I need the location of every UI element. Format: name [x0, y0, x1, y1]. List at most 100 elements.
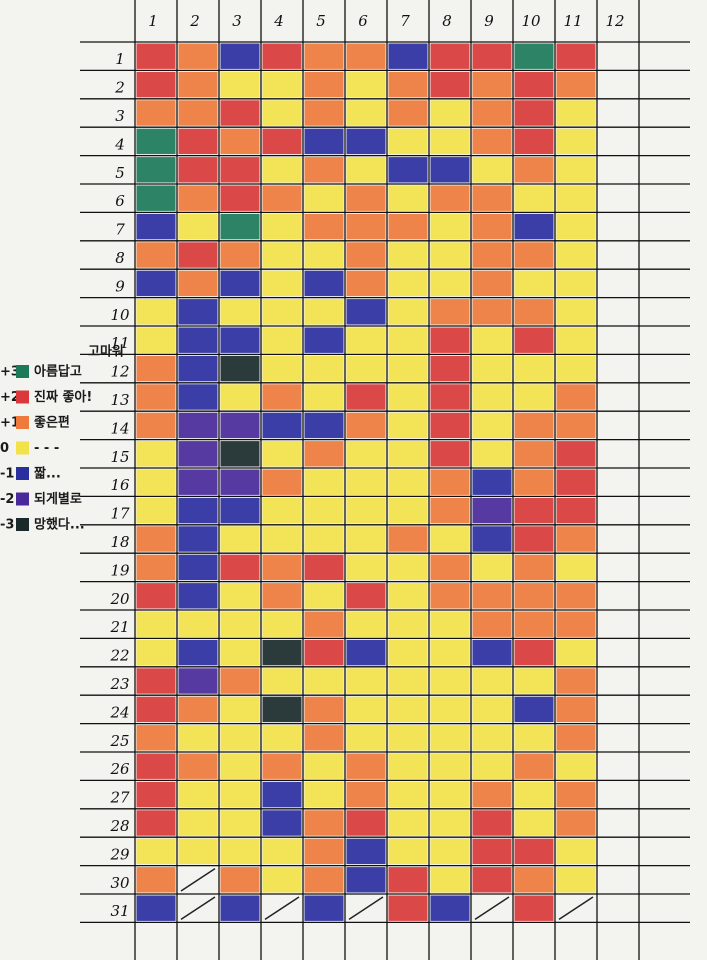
day-cell	[346, 185, 386, 211]
day-cell	[346, 355, 386, 382]
day-cell	[178, 838, 218, 865]
day-cell	[178, 327, 218, 353]
day-cell	[346, 384, 386, 410]
day-cell	[556, 43, 596, 69]
legend-label: 진짜 좋아!	[34, 389, 92, 405]
day-label: 31	[110, 902, 129, 920]
day-cell	[262, 810, 302, 836]
day-label: 2	[114, 79, 125, 97]
day-cell	[472, 242, 512, 268]
day-cell	[136, 810, 176, 836]
day-cell	[178, 696, 218, 723]
day-cell	[346, 753, 386, 779]
day-label: 25	[109, 732, 129, 750]
day-cell	[556, 71, 596, 98]
day-cell	[346, 71, 386, 98]
day-cell	[514, 469, 554, 495]
day-cell	[430, 696, 470, 723]
day-cell	[556, 611, 596, 637]
day-cell	[220, 441, 260, 467]
day-cell	[220, 355, 260, 382]
day-cell	[430, 270, 470, 297]
day-cell	[262, 725, 302, 751]
day-cell	[178, 611, 218, 637]
day-cell	[430, 867, 470, 893]
day-cell	[514, 639, 554, 666]
day-cell	[556, 526, 596, 552]
day-cell	[430, 100, 470, 126]
month-label: 4	[273, 12, 284, 30]
day-cell	[346, 668, 386, 694]
day-cell	[136, 441, 176, 467]
day-cell	[388, 128, 428, 155]
day-cell	[514, 838, 554, 865]
legend-swatch	[16, 518, 29, 531]
day-cell	[220, 469, 260, 495]
day-cell	[514, 242, 554, 268]
month-label: 10	[521, 12, 541, 30]
day-cell	[304, 100, 344, 126]
day-cell	[556, 469, 596, 495]
day-cell	[346, 526, 386, 552]
day-cell	[136, 753, 176, 779]
day-cell	[514, 895, 554, 921]
day-cell	[136, 611, 176, 637]
day-cell	[220, 242, 260, 268]
day-cell	[346, 583, 386, 609]
day-cell	[220, 128, 260, 155]
day-cell	[220, 526, 260, 552]
day-label: 1	[115, 50, 125, 68]
day-cell	[472, 554, 512, 581]
day-cell	[346, 213, 386, 240]
day-cell	[430, 384, 470, 410]
day-cell	[136, 185, 176, 211]
day-cell	[220, 838, 260, 865]
day-cell	[136, 270, 176, 297]
day-cell	[556, 554, 596, 581]
legend-label: 아름답고	[34, 364, 82, 380]
day-cell	[220, 412, 260, 439]
day-cell	[388, 71, 428, 98]
day-cell	[304, 441, 344, 467]
empty-day-slash	[558, 896, 594, 921]
day-cell	[472, 441, 512, 467]
day-cell	[556, 384, 596, 410]
empty-day-slash	[180, 867, 216, 892]
day-cell	[178, 668, 218, 694]
day-cell	[556, 327, 596, 353]
day-cell	[388, 43, 428, 69]
legend-label: 망했다...	[34, 517, 85, 533]
day-cell	[220, 71, 260, 98]
day-cell	[262, 497, 302, 524]
day-cell	[388, 867, 428, 893]
day-cell	[388, 611, 428, 637]
day-cell	[262, 327, 302, 353]
month-label: 7	[400, 12, 410, 30]
day-cell	[262, 242, 302, 268]
day-cell	[556, 270, 596, 297]
day-label: 30	[110, 874, 130, 892]
day-cell	[220, 384, 260, 410]
day-label: 16	[110, 476, 130, 494]
day-cell	[262, 412, 302, 439]
legend-score: 0	[0, 441, 9, 456]
day-cell	[262, 696, 302, 723]
day-cell	[388, 781, 428, 808]
legend-swatch	[16, 365, 29, 378]
day-cell	[262, 753, 302, 779]
day-cell	[514, 412, 554, 439]
day-label: 10	[110, 306, 130, 324]
day-label: 23	[109, 675, 129, 693]
day-cell	[262, 185, 302, 211]
day-cell	[388, 100, 428, 126]
day-label: 21	[109, 618, 129, 636]
day-cell	[430, 526, 470, 552]
day-cell	[472, 412, 512, 439]
day-label: 15	[110, 448, 129, 466]
day-cell	[178, 441, 218, 467]
day-cell	[388, 526, 428, 552]
day-cell	[514, 355, 554, 382]
day-cell	[304, 299, 344, 325]
day-cell	[178, 781, 218, 808]
day-cell	[346, 441, 386, 467]
